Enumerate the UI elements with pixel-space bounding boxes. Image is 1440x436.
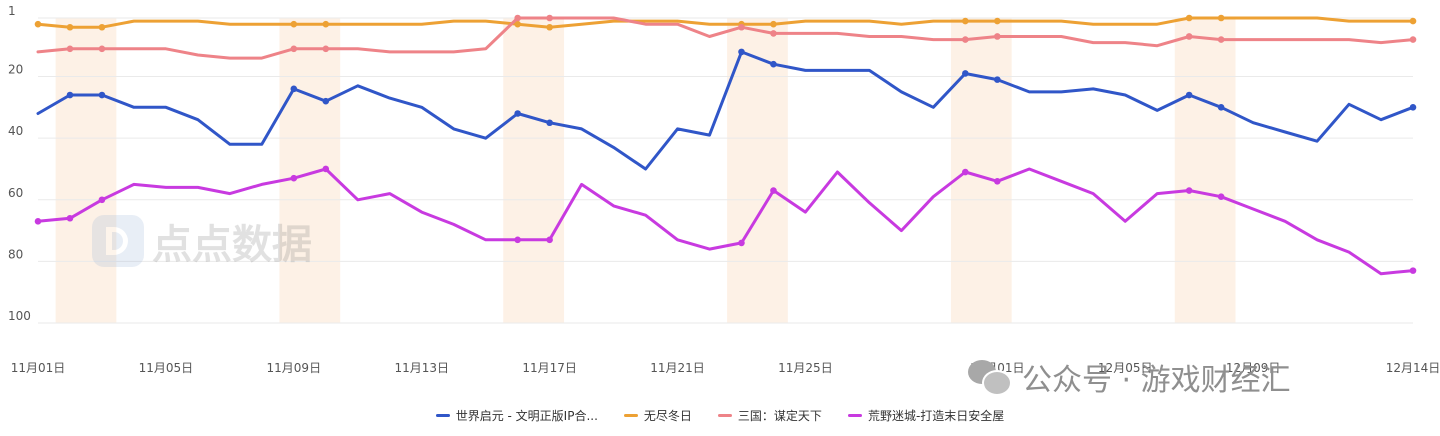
data-point bbox=[770, 30, 777, 37]
legend-label: 世界启元 - 文明正版IP合... bbox=[455, 409, 598, 423]
x-tick-label: 11月25日 bbox=[778, 361, 833, 375]
data-point bbox=[290, 174, 298, 182]
data-point bbox=[514, 20, 521, 28]
data-point bbox=[98, 45, 106, 53]
legend-swatch-icon bbox=[847, 414, 862, 417]
ranking-line-chart: 1 20 40 60 80 100 11月01日 11月05日 11月09日 11月13日 11月1… bbox=[8, 4, 1440, 375]
data-point bbox=[98, 196, 106, 204]
data-point bbox=[1217, 193, 1225, 200]
highlight-band-1 bbox=[279, 18, 341, 323]
data-point bbox=[514, 110, 521, 117]
data-point bbox=[290, 45, 298, 53]
x-tick-label: 12月09日 bbox=[1226, 361, 1281, 375]
data-point bbox=[1185, 14, 1193, 22]
data-point bbox=[962, 70, 969, 77]
legend-label: 荒野迷城-打造末日安全屋 bbox=[867, 409, 1005, 423]
data-point bbox=[290, 85, 298, 93]
legend-item-series-3[interactable]: 荒野迷城-打造末日安全屋 bbox=[847, 407, 1005, 424]
data-point bbox=[1185, 91, 1193, 99]
highlight-band-5 bbox=[1174, 18, 1236, 323]
legend-item-series-2[interactable]: 三国：谋定天下 bbox=[717, 407, 822, 424]
series-line-1 bbox=[36, 16, 1415, 29]
data-point bbox=[546, 236, 553, 244]
data-point bbox=[1409, 267, 1417, 274]
x-tick-label: 11月05日 bbox=[139, 361, 194, 375]
wechat-watermark-text: 公众号 · 游戏财经汇 bbox=[1022, 363, 1291, 398]
x-tick-label: 11月01日 bbox=[11, 361, 66, 375]
y-tick-label: 60 bbox=[8, 186, 23, 200]
data-point bbox=[322, 97, 330, 105]
data-point bbox=[98, 23, 106, 31]
data-point bbox=[546, 23, 553, 31]
data-point bbox=[770, 187, 777, 194]
wechat-watermark: 公众号 · 游戏财经汇 bbox=[968, 355, 1291, 399]
y-tick-label: 1 bbox=[8, 4, 16, 18]
data-point bbox=[1217, 14, 1225, 22]
data-point bbox=[322, 165, 330, 173]
data-point bbox=[738, 239, 745, 247]
data-point bbox=[98, 91, 106, 99]
data-point bbox=[1409, 36, 1417, 43]
data-point bbox=[66, 214, 74, 222]
legend-swatch-icon bbox=[435, 414, 450, 417]
series-line-3 bbox=[36, 167, 1415, 276]
data-point bbox=[962, 17, 969, 25]
data-point bbox=[1217, 36, 1225, 43]
data-point bbox=[1185, 187, 1193, 194]
y-tick-label: 80 bbox=[8, 247, 23, 261]
highlight-band-0 bbox=[55, 18, 117, 323]
data-point bbox=[66, 91, 74, 99]
chart-legend: 世界启元 - 文明正版IP合... 无尽冬日 三国：谋定天下 荒野迷城-打造末日… bbox=[0, 407, 1440, 424]
data-point bbox=[514, 14, 521, 22]
legend-item-series-1[interactable]: 无尽冬日 bbox=[623, 407, 692, 424]
legend-swatch-icon bbox=[717, 414, 732, 417]
highlight-band-2 bbox=[503, 18, 565, 323]
legend-item-series-0[interactable]: 世界启元 - 文明正版IP合... bbox=[435, 407, 598, 424]
x-tick-label: 11月21日 bbox=[650, 361, 705, 375]
data-point bbox=[994, 177, 1001, 185]
y-tick-label: 20 bbox=[8, 63, 23, 77]
data-point bbox=[66, 23, 74, 31]
x-tick-label: 12月14日 bbox=[1386, 361, 1440, 375]
x-tick-label: 11月17日 bbox=[522, 361, 577, 375]
data-point bbox=[322, 45, 330, 53]
data-point bbox=[738, 48, 745, 56]
data-point bbox=[962, 168, 969, 176]
series-line-2 bbox=[36, 16, 1415, 60]
data-point bbox=[34, 20, 42, 28]
data-point bbox=[1409, 104, 1417, 111]
wechat-icon bbox=[968, 360, 1012, 396]
data-point bbox=[1409, 17, 1417, 25]
data-point bbox=[994, 17, 1001, 25]
data-point bbox=[290, 20, 298, 28]
legend-label: 无尽冬日 bbox=[643, 409, 692, 423]
diandian-watermark-text: 点点数据 bbox=[152, 222, 312, 268]
x-tick-label: 11月09日 bbox=[267, 361, 322, 375]
diandian-logo-icon bbox=[92, 215, 144, 267]
legend-swatch-icon bbox=[623, 414, 638, 417]
legend-label: 三国：谋定天下 bbox=[737, 409, 822, 423]
y-tick-label: 100 bbox=[8, 309, 31, 323]
data-point bbox=[770, 60, 777, 68]
data-point bbox=[34, 218, 42, 225]
data-point bbox=[322, 20, 330, 28]
data-point bbox=[994, 76, 1001, 83]
data-point bbox=[962, 36, 969, 43]
data-point bbox=[994, 33, 1001, 40]
x-tick-label: 12月05日 bbox=[1098, 361, 1153, 375]
x-tick-label: 11月13日 bbox=[394, 361, 449, 375]
diandian-watermark: 点点数据 bbox=[92, 212, 312, 270]
data-point bbox=[738, 23, 745, 31]
data-point bbox=[770, 20, 777, 28]
data-point bbox=[1217, 104, 1225, 111]
data-point bbox=[1185, 33, 1193, 40]
data-point bbox=[66, 45, 74, 53]
data-point bbox=[514, 236, 521, 244]
data-point bbox=[546, 119, 553, 127]
y-tick-label: 40 bbox=[8, 124, 23, 138]
series-line-0 bbox=[36, 50, 1415, 171]
highlight-band-4 bbox=[950, 18, 1012, 323]
highlight-band-3 bbox=[727, 18, 788, 323]
data-point bbox=[546, 14, 553, 22]
